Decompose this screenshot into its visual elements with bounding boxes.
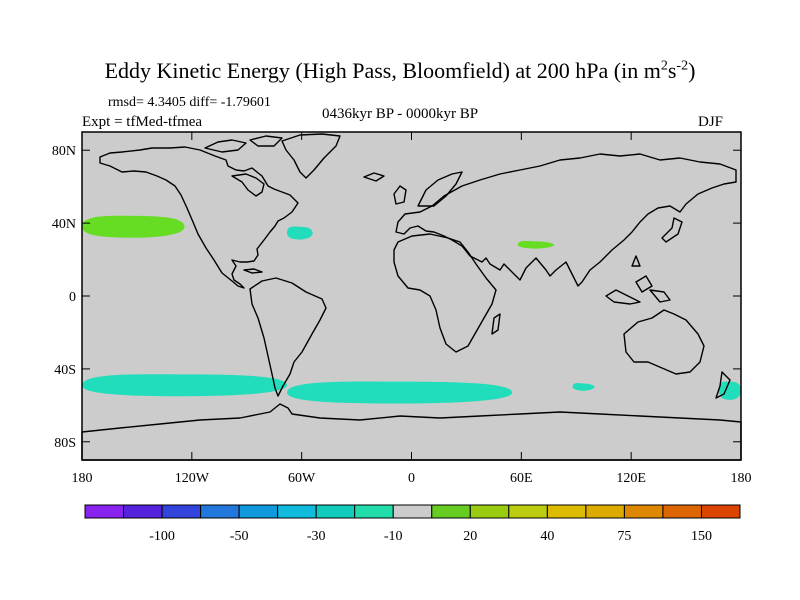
colorbar-swatch xyxy=(431,504,471,519)
map-title: Eddy Kinetic Energy (High Pass, Bloomfie… xyxy=(104,58,696,83)
colorbar-label: -10 xyxy=(384,529,403,544)
coastline-australia xyxy=(623,309,705,375)
coastline-hudson-bay xyxy=(231,173,265,197)
period-label: 0436kyr BP - 0000kyr BP xyxy=(322,106,479,122)
map-plot-area: 80N 40N 0 40S 80S 180 120W 60W 0 60E 120E 180 xyxy=(52,131,752,486)
season-label: DJF xyxy=(698,114,724,130)
lon-tick-label: 120E xyxy=(616,471,646,486)
coastline-eurasia xyxy=(395,153,737,287)
lon-tick-label: 180 xyxy=(72,471,93,486)
coastline-japan xyxy=(661,217,683,243)
colorbar-swatch xyxy=(277,504,317,519)
anomaly-north-atlantic xyxy=(287,226,313,240)
lat-tick-label: 40N xyxy=(52,217,76,232)
colorbar-label: 75 xyxy=(617,529,631,544)
colorbar-swatch xyxy=(623,504,664,519)
colorbar-swatch xyxy=(123,504,163,519)
colorbar-swatch xyxy=(469,504,510,519)
coastline-africa xyxy=(393,233,497,353)
anomaly-south-asia xyxy=(517,240,555,249)
coastline-north-america xyxy=(99,146,299,289)
lon-tick-label: 60E xyxy=(510,471,533,486)
coastlines xyxy=(81,133,742,461)
coastline-south-america xyxy=(249,277,327,397)
colorbar-label: -100 xyxy=(149,529,175,544)
coastline-iceland xyxy=(363,172,385,182)
coastline-uk xyxy=(393,185,407,205)
colorbar-swatch xyxy=(585,504,625,519)
stats-text: rmsd= 4.3405 diff= -1.79601 xyxy=(108,95,271,110)
colorbar-swatch xyxy=(508,504,548,519)
anomaly-regions xyxy=(82,215,741,404)
coastline-antarctica xyxy=(81,403,742,461)
experiment-label: Expt = tfMed-tfmea xyxy=(82,114,203,130)
lon-tick-label: 180 xyxy=(731,471,752,486)
colorbar-swatch xyxy=(238,504,279,519)
coastline-scandinavia xyxy=(417,171,463,207)
map-background xyxy=(82,132,741,460)
anomaly-southern-ocean-atlantic-indian xyxy=(287,381,513,404)
anomaly-southern-dateline xyxy=(719,381,741,400)
coastline-arctic-islands xyxy=(204,135,283,153)
coastline-greenland xyxy=(281,133,341,179)
colorbar-swatch xyxy=(354,504,394,519)
coastline-new-zealand xyxy=(715,371,731,399)
colorbar-swatch xyxy=(200,504,240,519)
lon-tick-label: 60W xyxy=(288,471,316,486)
colorbar-swatch xyxy=(546,504,587,519)
colorbar-swatch xyxy=(700,504,741,519)
colorbar-label: -30 xyxy=(307,529,326,544)
coastline-cuba xyxy=(243,268,263,274)
colorbar-swatch xyxy=(84,504,125,519)
colorbar-swatch xyxy=(662,504,702,519)
anomaly-southern-ocean-pacific xyxy=(82,374,288,397)
coastline-se-asia-islands xyxy=(605,255,671,305)
lon-tick-label: 0 xyxy=(408,471,415,486)
lon-tick-label: 120W xyxy=(175,471,210,486)
colorbar-label: -50 xyxy=(230,529,249,544)
colorbar-swatch xyxy=(315,504,356,519)
colorbar-swatch xyxy=(392,504,433,519)
colorbar-label: 40 xyxy=(540,529,554,544)
anomaly-north-pacific xyxy=(82,215,185,238)
colorbar-label: 150 xyxy=(691,529,712,544)
axis-ticks: 80N 40N 0 40S 80S 180 120W 60W 0 60E 120E 180 xyxy=(52,132,752,486)
coastline-madagascar xyxy=(491,313,501,335)
lat-tick-label: 0 xyxy=(69,290,76,305)
anomaly-southern-indian-small xyxy=(572,383,595,391)
colorbar: -100 -50 -30 -10 20 40 75 150 xyxy=(84,504,741,544)
lat-tick-label: 80N xyxy=(52,144,76,159)
lat-tick-label: 40S xyxy=(54,363,76,378)
lat-tick-label: 80S xyxy=(54,436,76,451)
colorbar-label: 20 xyxy=(463,529,477,544)
colorbar-swatch xyxy=(161,504,202,519)
